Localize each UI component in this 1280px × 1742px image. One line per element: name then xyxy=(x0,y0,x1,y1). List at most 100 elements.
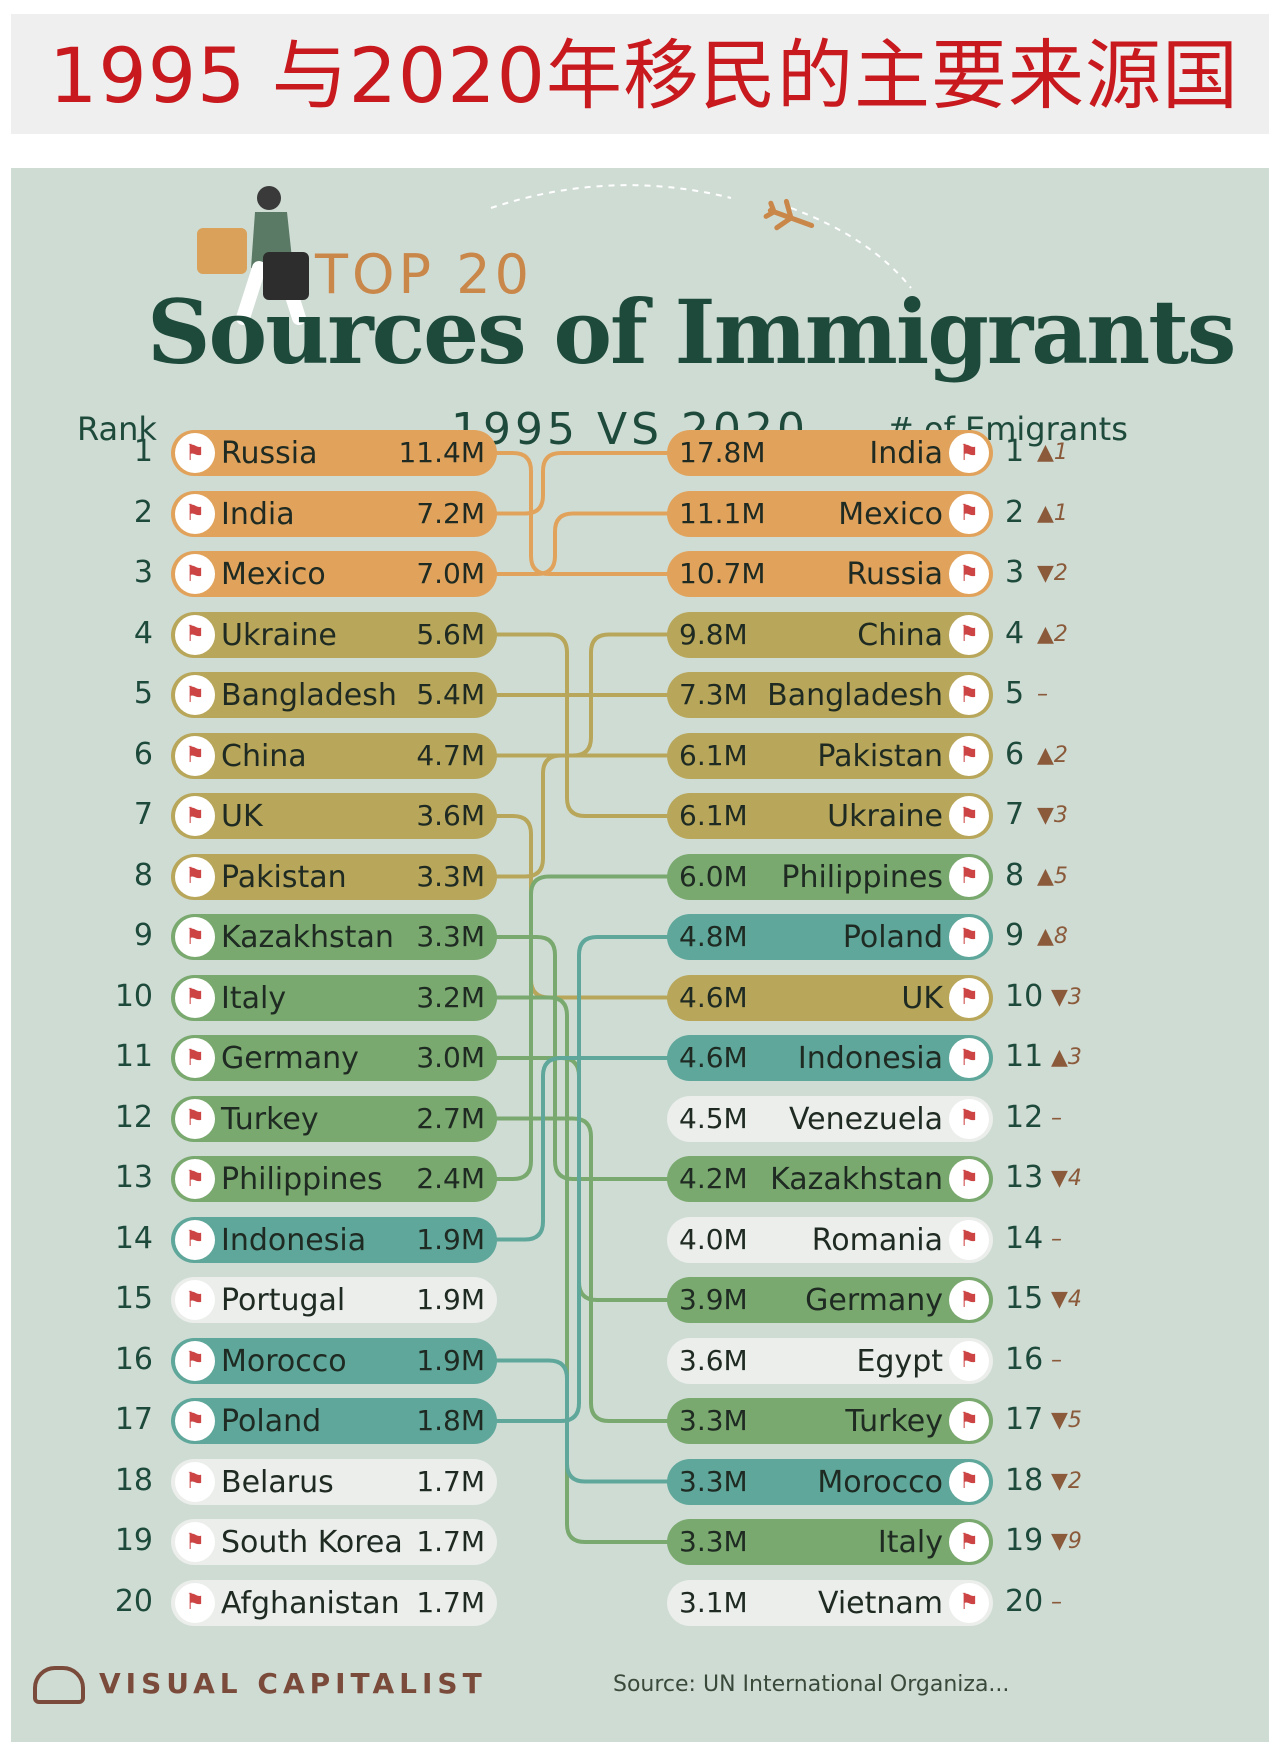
emigrant-value: 4.5M xyxy=(679,1101,748,1135)
right-country-pill[interactable]: 9.8M China ⚑ xyxy=(667,611,993,658)
header-banner: 1995 与2020年移民的主要来源国 xyxy=(11,14,1269,134)
right-rank-number: 12 xyxy=(1005,1099,1044,1135)
right-rank-number: 14 xyxy=(1005,1220,1044,1256)
right-country-pill[interactable]: 3.6M Egypt ⚑ xyxy=(667,1337,993,1384)
flag-icon: ⚑ xyxy=(949,1038,989,1078)
left-country-pill[interactable]: ⚑ Ukraine 5.6M xyxy=(171,611,497,658)
country-name: Bangladesh xyxy=(221,678,397,713)
right-country-pill[interactable]: 3.3M Morocco ⚑ xyxy=(667,1458,993,1505)
left-country-pill[interactable]: ⚑ Russia 11.4M xyxy=(171,430,497,476)
right-rank-number: 15 xyxy=(1005,1281,1044,1316)
left-country-pill[interactable]: ⚑ Germany 3.0M xyxy=(171,1035,497,1081)
left-country-pill[interactable]: ⚑ China 4.7M xyxy=(171,732,497,779)
right-country-pill[interactable]: 4.6M Indonesia ⚑ xyxy=(667,1035,993,1081)
right-rank-number: 1 xyxy=(1005,434,1025,469)
country-name: Poland xyxy=(221,1404,322,1439)
flag-icon: ⚑ xyxy=(175,856,215,897)
left-rank-number: 8 xyxy=(133,857,153,893)
link-line xyxy=(493,935,671,1423)
flag-icon: ⚑ xyxy=(175,1461,215,1502)
emigrant-value: 7.2M xyxy=(416,496,485,530)
right-country-pill[interactable]: 17.8M India ⚑ xyxy=(667,430,993,476)
left-country-pill[interactable]: ⚑ Kazakhstan 3.3M xyxy=(171,914,497,960)
right-country-pill[interactable]: 7.3M Bangladesh ⚑ xyxy=(667,672,993,718)
flag-icon: ⚑ xyxy=(949,917,989,957)
right-country-pill[interactable]: 3.3M Italy ⚑ xyxy=(667,1519,993,1565)
country-name: UK xyxy=(901,980,943,1016)
right-country-pill[interactable]: 6.1M Pakistan ⚑ xyxy=(667,732,993,779)
flag-icon: ⚑ xyxy=(949,493,989,534)
kicker-top20: TOP 20 xyxy=(315,243,533,306)
right-rank-number: 9 xyxy=(1005,918,1025,953)
flag-icon: ⚑ xyxy=(949,856,989,897)
rank-change: ▲5 xyxy=(1037,863,1068,889)
left-rank-number: 13 xyxy=(114,1160,153,1195)
right-country-pill[interactable]: 4.2M Kazakhstan ⚑ xyxy=(667,1156,993,1202)
country-name: Pakistan xyxy=(221,859,347,895)
emigrant-value: 6.1M xyxy=(679,738,748,772)
country-name: Venezuela xyxy=(788,1101,943,1137)
left-country-pill[interactable]: ⚑ Morocco 1.9M xyxy=(171,1337,497,1384)
rank-change: – xyxy=(1051,1347,1062,1373)
flag-icon: ⚑ xyxy=(949,614,989,655)
country-name: South Korea xyxy=(221,1525,403,1560)
rank-label: Rank xyxy=(77,410,157,448)
country-name: Portugal xyxy=(221,1283,346,1318)
emigrant-value: 1.7M xyxy=(416,1585,485,1619)
flag-icon: ⚑ xyxy=(949,1219,989,1260)
traveler-illustration xyxy=(197,184,912,325)
rank-change: – xyxy=(1051,1589,1062,1615)
country-name: China xyxy=(221,738,307,774)
country-name: Germany xyxy=(221,1041,359,1076)
emigrant-value: 3.3M xyxy=(679,1525,748,1558)
left-rank-number: 16 xyxy=(114,1341,153,1377)
right-country-pill[interactable]: 6.0M Philippines ⚑ xyxy=(667,853,993,900)
emigrant-value: 3.0M xyxy=(416,1041,485,1074)
main-title: Sources of Immigrants xyxy=(147,280,1236,384)
left-country-pill[interactable]: ⚑ South Korea 1.7M xyxy=(171,1519,497,1565)
rank-change: – xyxy=(1051,1105,1062,1131)
emigrant-value: 1.9M xyxy=(416,1283,485,1316)
rank-change: – xyxy=(1037,682,1048,707)
left-country-pill[interactable]: ⚑ Philippines 2.4M xyxy=(171,1156,497,1202)
left-country-pill[interactable]: ⚑ Pakistan 3.3M xyxy=(171,853,497,900)
right-country-pill[interactable]: 4.6M UK ⚑ xyxy=(667,974,993,1021)
right-rank-number: 17 xyxy=(1005,1402,1044,1437)
right-country-pill[interactable]: 4.5M Venezuela ⚑ xyxy=(667,1095,993,1142)
left-rank-number: 14 xyxy=(114,1220,153,1256)
right-rank-number: 10 xyxy=(1005,978,1044,1014)
rank-change: ▲1 xyxy=(1037,440,1068,465)
owl-icon xyxy=(33,1666,85,1704)
left-country-pill[interactable]: ⚑ Bangladesh 5.4M xyxy=(171,672,497,718)
right-country-pill[interactable]: 10.7M Russia ⚑ xyxy=(667,551,993,597)
left-rank-number: 10 xyxy=(114,978,153,1014)
country-name: Russia xyxy=(221,436,318,471)
flag-icon: ⚑ xyxy=(949,1280,989,1320)
country-name: Italy xyxy=(221,980,287,1016)
infographic-panel: TOP 20 Sources of Immigrants Rank 1995 V… xyxy=(11,168,1269,1742)
right-country-pill[interactable]: 4.8M Poland ⚑ xyxy=(667,914,993,960)
right-country-pill[interactable]: 3.1M Vietnam ⚑ xyxy=(667,1579,993,1626)
right-rank-number: 19 xyxy=(1005,1523,1044,1558)
right-country-pill[interactable]: 6.1M Ukraine ⚑ xyxy=(667,793,993,839)
left-country-pill[interactable]: ⚑ Italy 3.2M xyxy=(171,974,497,1021)
right-country-pill[interactable]: 3.9M Germany ⚑ xyxy=(667,1277,993,1323)
left-country-pill[interactable]: ⚑ Turkey 2.7M xyxy=(171,1095,497,1142)
link-line xyxy=(493,753,671,879)
airplane-icon xyxy=(763,198,815,231)
left-country-pill[interactable]: ⚑ Afghanistan 1.7M xyxy=(171,1579,497,1626)
left-country-pill[interactable]: ⚑ Mexico 7.0M xyxy=(171,551,497,597)
emigrant-value: 1.9M xyxy=(416,1222,485,1256)
left-country-pill[interactable]: ⚑ UK 3.6M xyxy=(171,793,497,839)
right-country-pill[interactable]: 11.1M Mexico ⚑ xyxy=(667,490,993,537)
left-country-pill[interactable]: ⚑ India 7.2M xyxy=(171,490,497,537)
rank-change: ▼2 xyxy=(1037,561,1068,586)
left-country-pill[interactable]: ⚑ Belarus 1.7M xyxy=(171,1458,497,1505)
left-country-pill[interactable]: ⚑ Indonesia 1.9M xyxy=(171,1216,497,1263)
right-country-pill[interactable]: 4.0M Romania ⚑ xyxy=(667,1216,993,1263)
right-country-pill[interactable]: 3.3M Turkey ⚑ xyxy=(667,1398,993,1444)
left-country-pill[interactable]: ⚑ Portugal 1.9M xyxy=(171,1277,497,1323)
flag-icon: ⚑ xyxy=(175,493,215,534)
left-country-pill[interactable]: ⚑ Poland 1.8M xyxy=(171,1398,497,1444)
link-line xyxy=(493,874,671,1181)
